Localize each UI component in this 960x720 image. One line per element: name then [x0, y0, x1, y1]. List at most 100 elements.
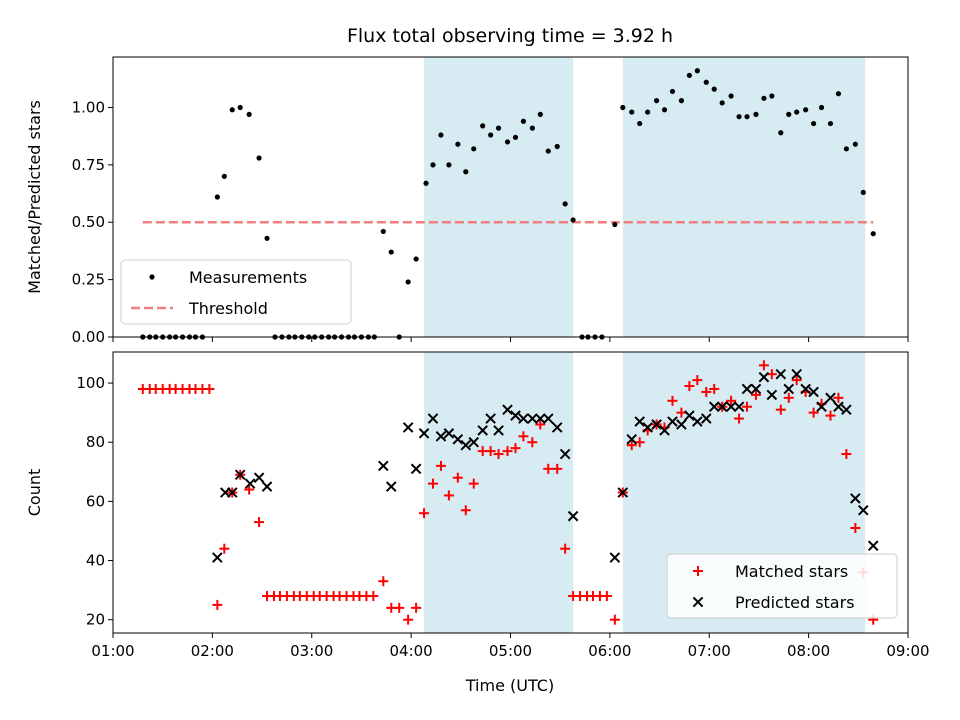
data-point	[726, 395, 737, 406]
data-point	[867, 540, 879, 552]
data-point	[750, 389, 761, 400]
data-point	[423, 180, 429, 186]
data-point	[761, 95, 767, 101]
data-point	[253, 472, 265, 484]
data-point	[719, 100, 725, 106]
data-point	[460, 505, 471, 516]
data-point	[377, 460, 389, 472]
data-point	[786, 111, 792, 117]
data-point	[385, 481, 397, 492]
data-point	[493, 449, 504, 460]
data-point	[212, 599, 223, 610]
data-point	[841, 449, 852, 460]
data-point	[629, 109, 635, 115]
data-point	[226, 487, 238, 498]
data-point	[653, 98, 660, 104]
data-point	[791, 368, 803, 380]
data-point	[825, 392, 836, 404]
legend-label: Threshold	[188, 299, 268, 318]
data-point	[438, 132, 444, 138]
data-point	[443, 428, 455, 439]
data-point	[518, 413, 529, 424]
data-point	[264, 235, 270, 241]
data-point	[256, 155, 262, 161]
data-point	[708, 401, 720, 413]
data-point	[758, 371, 770, 383]
y-axis-label: Matched/Predicted stars	[25, 100, 44, 294]
data-point	[701, 386, 712, 397]
data-point	[219, 543, 230, 554]
y-tick-label: 100	[76, 374, 105, 392]
y-axis-label: Count	[25, 469, 44, 517]
data-point	[711, 86, 717, 92]
data-point	[744, 114, 750, 120]
data-point	[783, 383, 795, 395]
data-point	[808, 407, 819, 418]
data-point	[471, 146, 477, 152]
data-point	[870, 231, 876, 237]
panel-ratio-axes: 0.00 0.25 0.50 0.75 1.00 Matched/Predicted st…	[25, 56, 909, 346]
legend-marker	[693, 566, 703, 576]
x-tick-label: 07:00	[688, 642, 731, 660]
data-point	[488, 132, 494, 138]
data-point	[800, 383, 811, 395]
data-point	[545, 148, 551, 154]
count-points	[137, 360, 879, 625]
data-point	[818, 104, 825, 111]
x-tick-label: 05:00	[489, 642, 532, 660]
data-point	[783, 392, 794, 403]
data-point	[736, 114, 742, 120]
data-point	[700, 413, 712, 424]
data-point	[543, 463, 554, 474]
data-point	[246, 111, 252, 117]
data-point	[678, 98, 685, 104]
legend-marker	[149, 274, 155, 280]
y-tick-label: 40	[86, 552, 105, 570]
data-point	[734, 413, 745, 424]
data-point	[512, 134, 519, 140]
data-point	[510, 443, 521, 454]
x-axis-label: Time (UTC)	[465, 676, 554, 695]
data-point	[463, 169, 469, 175]
data-point	[452, 472, 463, 483]
data-point	[427, 478, 438, 489]
data-point	[378, 576, 389, 587]
data-point	[529, 125, 535, 131]
data-point	[214, 194, 220, 200]
data-point	[667, 395, 678, 406]
data-point	[493, 425, 504, 436]
data-point	[388, 249, 394, 255]
data-point	[803, 107, 809, 113]
data-point	[835, 91, 842, 97]
data-point	[237, 104, 243, 111]
legend-label: Predicted stars	[735, 593, 855, 612]
data-point	[843, 146, 849, 152]
x-tick-label: 03:00	[290, 642, 333, 660]
data-point	[758, 360, 769, 371]
data-point	[527, 413, 538, 424]
data-point	[537, 111, 543, 117]
data-point	[841, 404, 852, 415]
data-point	[244, 478, 256, 489]
data-point	[559, 448, 571, 460]
data-point	[510, 410, 521, 421]
data-point	[609, 552, 621, 563]
y-tick-label: 0.75	[72, 156, 105, 174]
data-point	[850, 522, 861, 533]
legend-box	[666, 553, 898, 619]
panel-count-axes: 20 40 60 80 100 01:00 02:00 03:00 04:00 05:00 06:0…	[25, 351, 930, 660]
data-point	[411, 602, 422, 613]
observing-window-band	[622, 57, 866, 337]
y-tick-label: 60	[86, 492, 105, 510]
data-point	[676, 407, 687, 418]
data-point	[753, 111, 759, 117]
data-point	[485, 413, 496, 424]
data-point	[810, 120, 817, 127]
data-point	[560, 543, 571, 554]
data-point	[857, 504, 869, 516]
data-point	[234, 469, 246, 481]
data-point	[609, 614, 620, 625]
data-point	[808, 386, 819, 398]
data-point	[554, 143, 560, 150]
data-point	[527, 437, 538, 448]
